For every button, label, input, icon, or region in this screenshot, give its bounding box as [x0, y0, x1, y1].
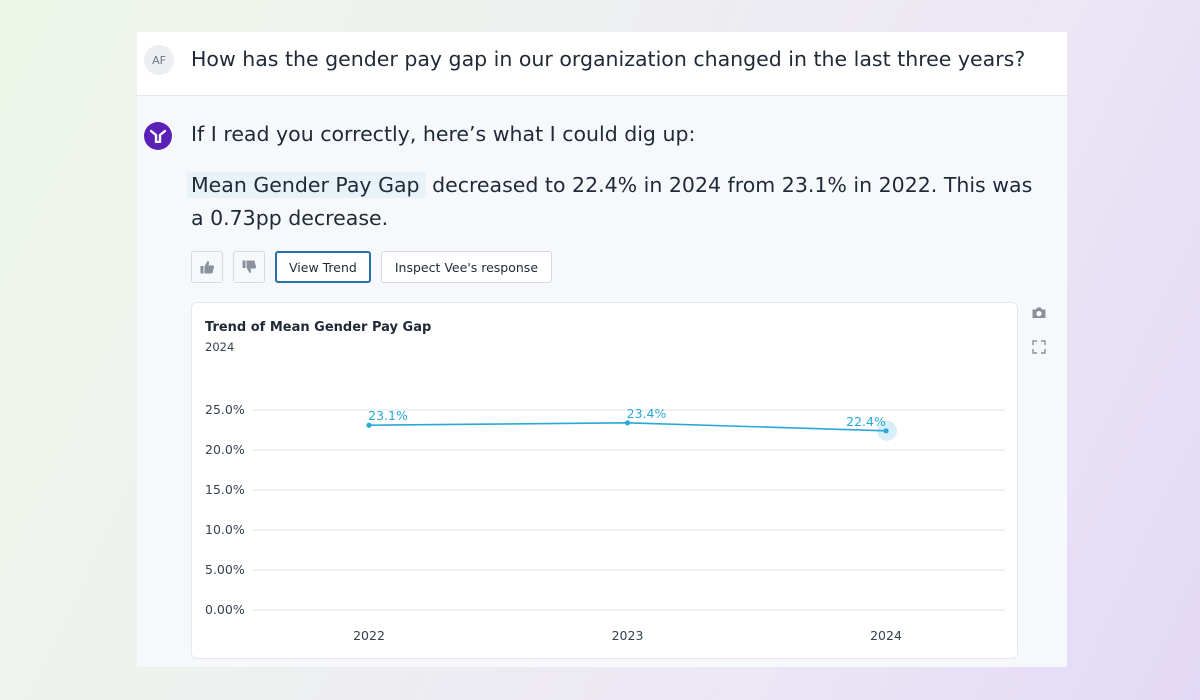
x-tick-label: 2022 — [353, 628, 385, 643]
trend-line-chart: 0.00% 5.00% 10.0% 15.0% 20.0% 25.0% 2022 2023 20… — [205, 402, 1005, 643]
vee-logo-icon — [144, 122, 172, 150]
thumbs-up-icon — [200, 261, 215, 274]
user-question: How has the gender pay gap in our organi… — [191, 47, 1026, 71]
y-tick-label: 15.0% — [205, 482, 245, 497]
x-tick-label: 2023 — [612, 628, 644, 643]
bot-answer: Mean Gender Pay Gap decreased to 22.4% i… — [187, 169, 1051, 235]
chat-panel: AF How has the gender pay gap in our org… — [137, 32, 1067, 667]
metric-chip[interactable]: Mean Gender Pay Gap — [187, 172, 426, 198]
y-tick-label: 0.00% — [205, 602, 245, 617]
y-tick-label: 10.0% — [205, 522, 245, 537]
camera-icon[interactable] — [1030, 304, 1048, 322]
data-label: 23.4% — [627, 406, 667, 421]
thumbs-down-icon — [242, 260, 257, 273]
data-label: 22.4% — [846, 414, 886, 429]
chart-subtitle: 2024 — [205, 340, 235, 354]
y-tick-label: 20.0% — [205, 442, 245, 457]
data-point — [366, 422, 372, 428]
y-tick-label: 25.0% — [205, 402, 245, 417]
trend-chart-card: Trend of Mean Gender Pay Gap 2024 0.00% 5… — [191, 302, 1018, 659]
thumbs-up-button[interactable] — [191, 251, 223, 283]
y-tick-label: 5.00% — [205, 562, 245, 577]
expand-icon[interactable] — [1030, 338, 1048, 356]
thumbs-down-button[interactable] — [233, 251, 265, 283]
user-avatar: AF — [144, 45, 174, 75]
bot-intro-text: If I read you correctly, here’s what I c… — [191, 122, 696, 146]
user-message: AF How has the gender pay gap in our org… — [137, 32, 1067, 96]
x-tick-label: 2024 — [870, 628, 902, 643]
view-trend-button[interactable]: View Trend — [275, 251, 371, 283]
data-label: 23.1% — [368, 408, 408, 423]
data-point — [883, 428, 889, 434]
inspect-response-button[interactable]: Inspect Vee's response — [380, 251, 553, 283]
chart-title: Trend of Mean Gender Pay Gap — [205, 320, 432, 335]
data-point — [624, 420, 631, 426]
answer-actions: View Trend Inspect Vee's response — [191, 251, 553, 283]
answer-text: decreased to 22.4% in 2024 from 23.1% in… — [191, 173, 1033, 230]
